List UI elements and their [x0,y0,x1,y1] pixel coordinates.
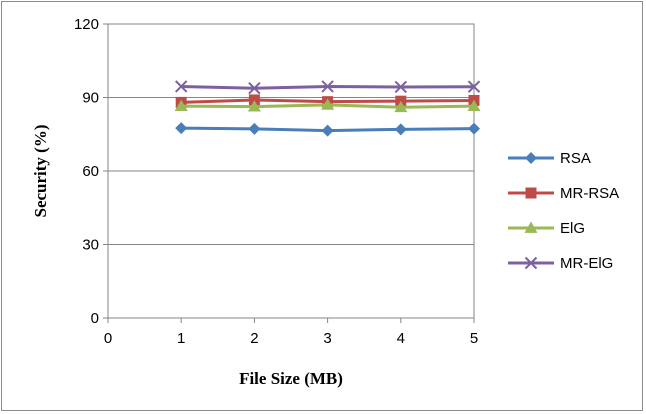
legend-item-elg: ElG [508,220,585,237]
series-elg [174,98,481,113]
data-point-elg [174,99,188,111]
legend-item-mr-rsa: MR-RSA [508,185,619,202]
legend-item-mr-elg: MR-ElG [508,255,613,272]
legend-marker-rsa [525,152,537,164]
data-point-rsa [468,122,480,135]
x-tick-label: 4 [397,330,405,347]
data-point-elg [394,100,408,113]
legend-label-mr-elg: MR-ElG [560,255,613,272]
x-tick-label: 0 [104,330,112,347]
legend-marker-elg [524,221,538,233]
legend-item-rsa: RSA [508,150,591,167]
data-point-elg [247,100,261,112]
series-rsa [175,122,480,137]
data-point-mr-elg [394,80,408,94]
grid-lines [108,23,474,319]
data-point-rsa [175,122,188,135]
data-point-elg [321,98,335,110]
y-tick-label: 0 [91,310,99,327]
data-point-rsa [394,123,407,136]
legend: RSA MR-RSA ElG MR-ElG [508,150,619,272]
data-point-mr-rsa [248,94,260,106]
legend-marker-mr-elg [524,256,538,270]
x-tick-label: 3 [323,330,331,347]
x-axis-title: File Size (MB) [239,369,343,388]
y-tick-label: 90 [82,90,99,107]
x-tick-label: 2 [250,330,258,347]
data-point-rsa [248,122,261,135]
x-tick-label: 1 [177,330,185,347]
y-axis-title: Security (%) [31,124,50,217]
y-tick-label: 60 [82,163,99,180]
data-point-mr-elg [174,80,188,93]
data-point-mr-elg [321,80,334,93]
data-point-rsa [321,124,334,137]
data-point-mr-elg [467,80,481,93]
y-tick-label: 30 [82,237,99,254]
y-tick-label: 120 [74,16,99,33]
data-point-mr-elg [248,81,261,95]
legend-label-rsa: RSA [560,150,591,167]
data-point-elg [467,99,481,111]
legend-label-elg: ElG [560,220,585,237]
series-mr-elg [174,80,481,95]
x-tick-label: 5 [470,330,478,347]
legend-marker-mr-rsa [525,187,537,199]
legend-label-mr-rsa: MR-RSA [560,185,619,202]
